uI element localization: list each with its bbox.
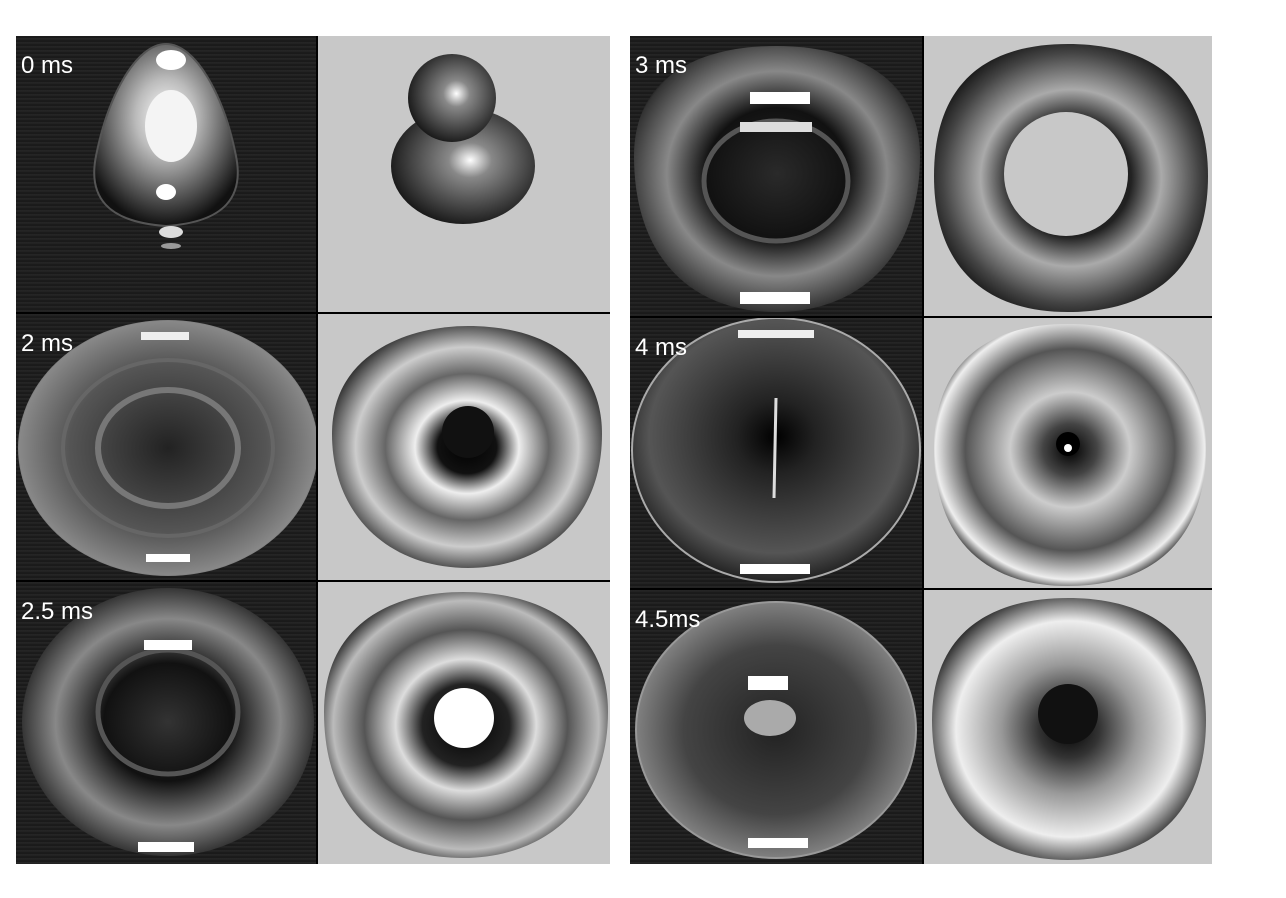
simulation-panel-2.5ms xyxy=(318,582,610,864)
time-label: 2.5 ms xyxy=(21,598,94,625)
simulation-panel-3ms xyxy=(924,36,1212,316)
photo-panel-0ms: 0 ms xyxy=(16,36,316,312)
drop-simulation-0ms xyxy=(391,54,535,224)
simulation-panel-0ms xyxy=(318,36,610,312)
time-label: 3 ms xyxy=(635,52,688,79)
divider xyxy=(16,312,610,314)
spread-photo-2ms xyxy=(18,320,316,576)
photo-panel-2.5ms: 2.5 ms xyxy=(16,582,316,864)
spread-photo-4.5ms xyxy=(635,601,917,859)
spread-simulation-2ms xyxy=(332,326,602,568)
spread-simulation-3ms xyxy=(934,44,1208,312)
time-label: 4 ms xyxy=(635,334,688,361)
spread-simulation-4.5ms xyxy=(932,598,1206,860)
right-figure-block: 3 ms xyxy=(630,36,1212,864)
time-label: 4.5ms xyxy=(635,606,701,633)
simulation-panel-2ms xyxy=(318,314,610,580)
photo-panel-2ms: 2 ms xyxy=(16,314,316,580)
simulation-panel-4ms xyxy=(924,318,1212,588)
simulation-panel-4.5ms xyxy=(924,590,1212,864)
spread-photo-2.5ms xyxy=(22,588,314,856)
drop-photo-0ms xyxy=(93,42,239,249)
spread-simulation-4ms xyxy=(934,324,1206,586)
spread-photo-4ms xyxy=(631,318,921,583)
divider xyxy=(630,588,1212,590)
photo-panel-3ms: 3 ms xyxy=(630,36,922,316)
photo-panel-4ms: 4 ms xyxy=(630,318,922,588)
time-label: 0 ms xyxy=(21,52,74,79)
spread-photo-3ms xyxy=(634,46,920,312)
left-figure-block: 0 ms xyxy=(16,36,610,864)
divider xyxy=(16,580,610,582)
time-label: 2 ms xyxy=(21,330,74,357)
photo-panel-4.5ms: 4.5ms xyxy=(630,590,922,864)
divider xyxy=(630,316,1212,318)
spread-simulation-2.5ms xyxy=(324,592,608,858)
